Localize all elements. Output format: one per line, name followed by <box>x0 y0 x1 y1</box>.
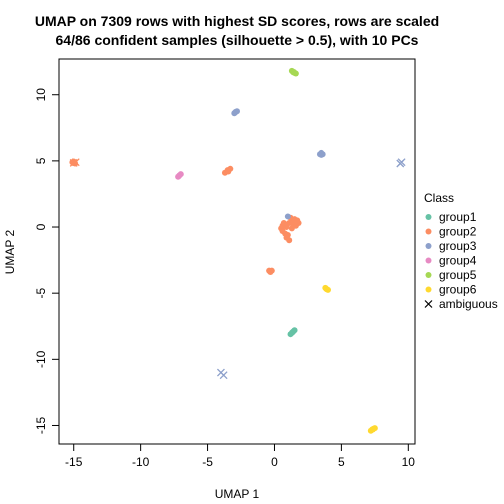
group2-point <box>286 237 293 244</box>
group2-point <box>225 168 232 175</box>
group2-point <box>266 268 273 275</box>
ambiguous-point <box>71 158 80 167</box>
x-tick-label: 10 <box>402 455 416 469</box>
x-tick-label: -5 <box>202 455 213 469</box>
legend-group4-label: group4 <box>439 254 477 268</box>
legend-group5-swatch <box>425 272 432 278</box>
group1-point <box>289 329 296 336</box>
group2-point <box>288 225 295 232</box>
legend-group2-swatch <box>425 228 432 235</box>
legend-group3-label: group3 <box>439 239 477 253</box>
group6-point <box>369 426 376 433</box>
y-tick-label: -15 <box>34 416 48 434</box>
legend-group3-swatch <box>425 243 432 249</box>
legend-ambiguous-symbol <box>424 300 433 308</box>
y-tick-label: 10 <box>34 88 48 102</box>
group3-point <box>318 151 325 158</box>
legend-group6-swatch <box>425 286 432 293</box>
legend: Class group1group2group3group4group5grou… <box>424 191 498 311</box>
legend-group6-label: group6 <box>439 283 477 297</box>
group3-point <box>284 213 291 220</box>
x-tick-label: -10 <box>132 455 150 469</box>
x-axis-title: UMAP 1 <box>215 487 260 501</box>
group3-point <box>231 109 238 116</box>
y-tick-label: 5 <box>34 157 48 164</box>
x-axis: -15 -10 -5 0 5 10 <box>65 443 416 469</box>
legend-group1-swatch <box>425 214 432 220</box>
x-tick-label: 0 <box>271 455 278 469</box>
legend-ambiguous-label: ambiguous <box>439 297 498 311</box>
legend-group2-label: group2 <box>439 225 477 239</box>
y-axis: -15 -10 -5 0 5 10 <box>34 88 60 434</box>
group4-point <box>175 173 182 180</box>
legend-group5-label: group5 <box>439 268 477 282</box>
legend-group4-swatch <box>425 257 432 264</box>
chart-title-line-2: 64/86 confident samples (silhouette > 0.… <box>56 32 419 48</box>
data-points <box>69 67 406 434</box>
legend-group1-label: group1 <box>439 210 477 224</box>
y-tick-label: -10 <box>34 350 48 368</box>
plot-area-frame <box>58 58 416 445</box>
group5-point <box>290 68 297 75</box>
x-tick-label: -15 <box>65 455 83 469</box>
group2-point <box>284 231 291 238</box>
legend-title: Class <box>424 191 454 205</box>
ambiguous-point <box>397 158 406 167</box>
ambiguous-point <box>69 158 78 167</box>
x-tick-label: 5 <box>338 455 345 469</box>
y-tick-label: 0 <box>34 223 48 230</box>
ambiguous-point <box>219 371 228 380</box>
chart-title-line-1: UMAP on 7309 rows with highest SD scores… <box>35 13 439 29</box>
y-axis-title: UMAP 2 <box>3 229 17 274</box>
y-tick-label: -5 <box>34 288 48 299</box>
group6-point <box>323 285 329 292</box>
